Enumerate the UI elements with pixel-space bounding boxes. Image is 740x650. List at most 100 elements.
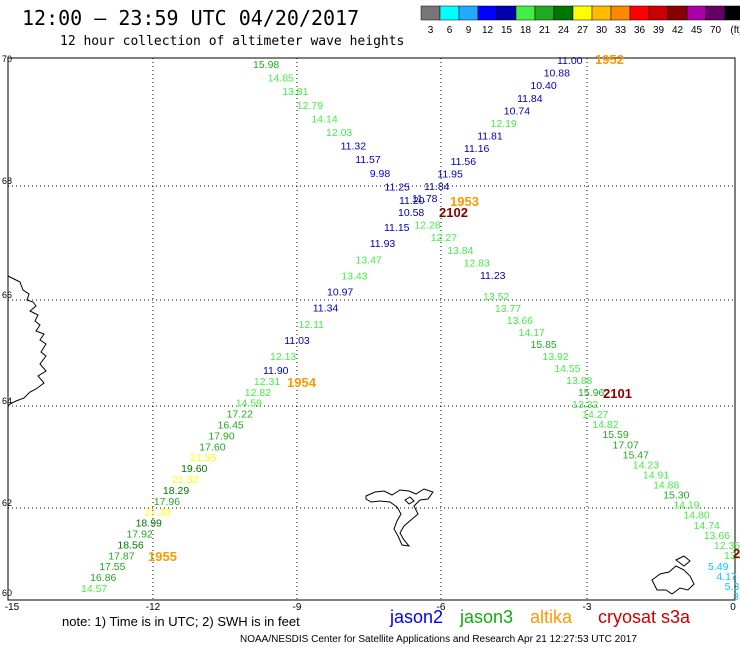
colorbar-label: 3 [428, 25, 434, 36]
wave-height-value: 11.20 [399, 195, 425, 207]
wave-height-value: 5.49 [708, 561, 729, 573]
pass-time-label: 1952 [595, 52, 624, 67]
colorbar-swatch [496, 5, 517, 21]
wave-height-value: 14.74 [694, 520, 720, 532]
wave-height-value: 12.83 [464, 257, 490, 269]
wave-height-value: 14.91 [643, 469, 669, 481]
colorbar-label: 18 [520, 25, 532, 36]
legend-jason2: jason2 [390, 607, 444, 627]
wave-height-value: 9.98 [370, 168, 391, 180]
footnote: note: 1) Time is in UTC; 2) SWH is in fe… [62, 614, 300, 629]
wave-height-value: 11.90 [263, 365, 289, 377]
altimeter-track-b: 11.0010.8810.4011.8410.7412.1911.8111.16… [81, 55, 583, 595]
wave-height-value: 11.32 [341, 141, 367, 153]
wave-height-value: 13.92 [542, 351, 568, 363]
wave-height-value: 15.85 [531, 339, 557, 351]
wave-height-value: 4.17 [716, 571, 737, 583]
wave-height-value: 12.27 [431, 232, 457, 244]
axis-tick-labels: 70 68 66 64 62 60 -15 -12 -9 -6 -3 0 [2, 54, 736, 613]
wave-height-value: 12.35 [714, 540, 740, 552]
wave-height-value: 18.29 [163, 485, 189, 497]
wave-height-value: 21.33 [145, 507, 171, 519]
wave-height-value: 14.23 [633, 459, 659, 471]
colorbar-label: (ft) [730, 25, 740, 36]
wave-height-value: 11.25 [384, 181, 410, 193]
wave-height-value: 16.45 [218, 420, 244, 432]
wave-height-value: 14.88 [653, 480, 679, 492]
wave-height-value: 10.40 [530, 80, 556, 92]
map-frame [7, 57, 736, 601]
lon-tick-label: 0 [730, 602, 736, 613]
coastline-greenland [7, 275, 47, 407]
wave-height-value: 13.77 [495, 303, 521, 315]
wave-height-value: 10.74 [504, 105, 530, 117]
pass-time-label: 2102 [439, 205, 468, 220]
wave-height-value: 11.84 [424, 181, 450, 193]
wave-height-value: 12.82 [245, 387, 271, 399]
wave-height-value: 15.59 [602, 429, 628, 441]
colorbar-swatch [610, 5, 631, 21]
wave-height-value: 10.88 [544, 68, 570, 80]
coastline-faroe [365, 488, 434, 547]
legend-jason3: jason3 [460, 607, 514, 627]
wave-height-value: 14.17 [519, 327, 545, 339]
lon-tick-label: -9 [293, 602, 302, 613]
wave-height-value: 10.97 [327, 287, 353, 299]
legend-cryosat: cryosat s3a [598, 607, 691, 627]
colorbar-label: 6 [447, 25, 453, 36]
pass-time-label: 2101 [603, 386, 632, 401]
colorbar-swatch [515, 5, 536, 21]
colorbar-label: 9 [466, 25, 472, 36]
wave-height-value: 16.86 [90, 572, 116, 584]
lon-tick-label: -12 [146, 602, 161, 613]
wave-height-value: 11.78 [412, 193, 438, 205]
wave-height-value: 12.79 [297, 100, 323, 112]
wave-height-value: 15.96 [578, 387, 604, 399]
colorbar-swatch [705, 5, 726, 21]
wave-height-value: 10.58 [398, 207, 424, 219]
lat-tick-label: 68 [2, 176, 12, 186]
colorbar-label: 12 [482, 25, 494, 36]
wave-height-value: 13.66 [507, 315, 533, 327]
lat-tick-label: 66 [2, 290, 12, 300]
wave-height-value: 14.85 [268, 73, 294, 85]
lat-tick-label: 60 [2, 588, 12, 598]
wave-height-value: 13.47 [356, 254, 382, 266]
pass-time-label: 2 [733, 546, 740, 561]
lon-tick-label: -6 [437, 602, 446, 613]
wave-height-value: 14.55 [554, 363, 580, 375]
wave-height-value: 11.81 [477, 131, 503, 143]
colorbar-label: 24 [558, 25, 570, 36]
colorbar-swatch [553, 5, 574, 21]
wave-height-value: 12.31 [254, 376, 280, 388]
wave-height-value: 13.43 [341, 270, 367, 282]
wave-height-value: 17.96 [154, 496, 180, 508]
wave-height-value: 17.55 [99, 561, 125, 573]
colorbar-swatch [648, 5, 669, 21]
wave-height-value: 11.00 [557, 55, 583, 67]
page-subtitle: 12 hour collection of altimeter wave hei… [60, 34, 405, 49]
wave-height-value: 11.16 [464, 143, 490, 155]
colorbar-swatch [667, 5, 688, 21]
wave-height-value: 11.95 [437, 168, 463, 180]
lon-tick-label: -3 [583, 602, 592, 613]
colorbar-label: 15 [501, 25, 513, 36]
wave-height-value: 11.03 [284, 335, 310, 347]
colorbar-label: 27 [577, 25, 589, 36]
wave-height-value: 18.56 [117, 539, 143, 551]
wave-height-value: 15.47 [623, 449, 649, 461]
pass-time-label: 1954 [287, 375, 317, 390]
wave-height-value: 13.88 [566, 375, 592, 387]
colorbar-label: 39 [653, 25, 665, 36]
lon-tick-label: -15 [5, 602, 20, 613]
wave-height-value: 11.93 [370, 238, 396, 250]
colorbar-swatch [439, 5, 460, 21]
colorbar-label: 70 [710, 25, 722, 36]
colorbar-swatch [686, 5, 707, 21]
wave-height-value: 17.07 [613, 439, 639, 451]
credit-line: NOAA/NESDIS Center for Satellite Applica… [240, 634, 637, 645]
